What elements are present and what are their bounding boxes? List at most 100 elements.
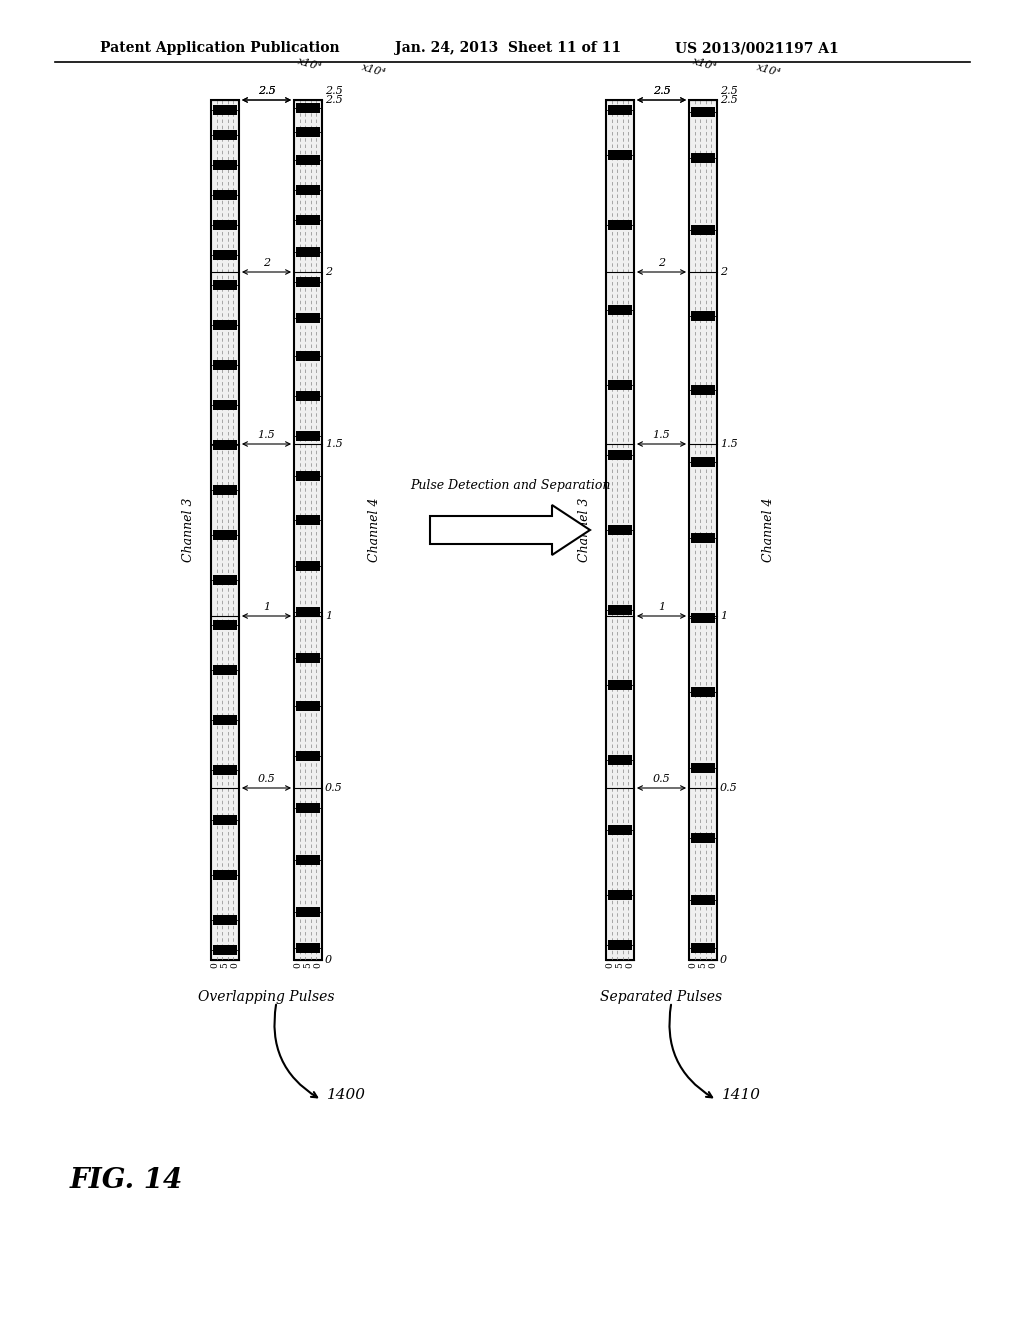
- Bar: [296, 515, 319, 525]
- Bar: [213, 360, 237, 370]
- Bar: [691, 457, 715, 467]
- Text: 5: 5: [698, 962, 708, 968]
- Bar: [296, 432, 319, 441]
- Bar: [691, 153, 715, 162]
- Bar: [213, 665, 237, 675]
- Text: 0: 0: [211, 962, 220, 968]
- Bar: [211, 100, 239, 960]
- Bar: [296, 215, 319, 224]
- Text: 2.5: 2.5: [720, 86, 737, 96]
- Bar: [296, 751, 319, 762]
- Bar: [213, 620, 237, 630]
- Text: 2.5: 2.5: [652, 86, 671, 96]
- Bar: [608, 150, 632, 160]
- Bar: [296, 351, 319, 360]
- Bar: [213, 870, 237, 880]
- Text: 2.5: 2.5: [720, 95, 737, 106]
- Bar: [691, 833, 715, 843]
- Bar: [608, 220, 632, 230]
- Text: Overlapping Pulses: Overlapping Pulses: [199, 990, 335, 1005]
- Bar: [213, 106, 237, 115]
- Bar: [691, 224, 715, 235]
- Text: 5: 5: [615, 962, 625, 968]
- Text: 1: 1: [658, 602, 665, 612]
- Text: 1.5: 1.5: [652, 430, 671, 440]
- Bar: [213, 576, 237, 585]
- Text: 2.5: 2.5: [325, 86, 343, 96]
- Text: x10⁴: x10⁴: [755, 62, 781, 78]
- Bar: [213, 531, 237, 540]
- Bar: [608, 450, 632, 459]
- Bar: [691, 107, 715, 117]
- Bar: [691, 763, 715, 774]
- Bar: [608, 680, 632, 690]
- Text: 2.5: 2.5: [652, 86, 671, 96]
- Bar: [213, 945, 237, 954]
- Text: 1.5: 1.5: [258, 430, 275, 440]
- Text: 5: 5: [303, 962, 312, 968]
- Bar: [608, 890, 632, 900]
- Bar: [691, 895, 715, 906]
- Bar: [296, 701, 319, 711]
- Bar: [608, 825, 632, 836]
- Text: 1410: 1410: [722, 1088, 761, 1102]
- Bar: [213, 220, 237, 230]
- Bar: [689, 100, 717, 960]
- Bar: [296, 855, 319, 865]
- Bar: [296, 907, 319, 917]
- Bar: [213, 814, 237, 825]
- Bar: [296, 561, 319, 572]
- Bar: [213, 440, 237, 450]
- Text: 0: 0: [689, 962, 697, 968]
- Bar: [691, 312, 715, 321]
- Bar: [691, 385, 715, 395]
- Bar: [296, 277, 319, 286]
- Bar: [691, 612, 715, 623]
- Bar: [213, 715, 237, 725]
- Text: 1400: 1400: [327, 1088, 366, 1102]
- Bar: [608, 605, 632, 615]
- Bar: [608, 380, 632, 389]
- Text: 2: 2: [658, 257, 665, 268]
- Text: x10⁴: x10⁴: [360, 62, 387, 78]
- Text: 0: 0: [626, 962, 634, 968]
- Text: Pulse Detection and Separation: Pulse Detection and Separation: [410, 479, 610, 492]
- Bar: [296, 942, 319, 953]
- Bar: [691, 686, 715, 697]
- Text: 0: 0: [720, 954, 727, 965]
- Bar: [296, 607, 319, 616]
- Bar: [296, 391, 319, 401]
- Text: 1.5: 1.5: [325, 440, 343, 449]
- Text: Jan. 24, 2013  Sheet 11 of 11: Jan. 24, 2013 Sheet 11 of 11: [395, 41, 622, 55]
- Text: Channel 4: Channel 4: [368, 498, 381, 562]
- Text: 1.5: 1.5: [720, 440, 737, 449]
- Text: 2.5: 2.5: [258, 86, 275, 96]
- Bar: [296, 313, 319, 323]
- Text: 2: 2: [263, 257, 270, 268]
- Text: US 2013/0021197 A1: US 2013/0021197 A1: [675, 41, 839, 55]
- Bar: [296, 247, 319, 257]
- Text: Separated Pulses: Separated Pulses: [600, 990, 723, 1005]
- Text: 0.5: 0.5: [258, 774, 275, 784]
- Bar: [296, 471, 319, 480]
- Bar: [213, 160, 237, 170]
- Bar: [296, 185, 319, 195]
- Text: 0: 0: [294, 962, 303, 968]
- Text: 1: 1: [325, 611, 332, 620]
- Text: 0: 0: [230, 962, 240, 968]
- Bar: [608, 305, 632, 315]
- Bar: [213, 400, 237, 411]
- Text: 1: 1: [263, 602, 270, 612]
- Bar: [294, 100, 322, 960]
- Text: 0.5: 0.5: [325, 783, 343, 793]
- Text: 0.5: 0.5: [652, 774, 671, 784]
- Text: 2.5: 2.5: [325, 95, 343, 106]
- Bar: [296, 653, 319, 663]
- Bar: [213, 484, 237, 495]
- Text: 0: 0: [606, 962, 614, 968]
- Text: 0: 0: [709, 962, 717, 968]
- Bar: [213, 915, 237, 925]
- Text: 2.5: 2.5: [258, 86, 275, 96]
- Bar: [608, 525, 632, 535]
- Text: 0: 0: [313, 962, 323, 968]
